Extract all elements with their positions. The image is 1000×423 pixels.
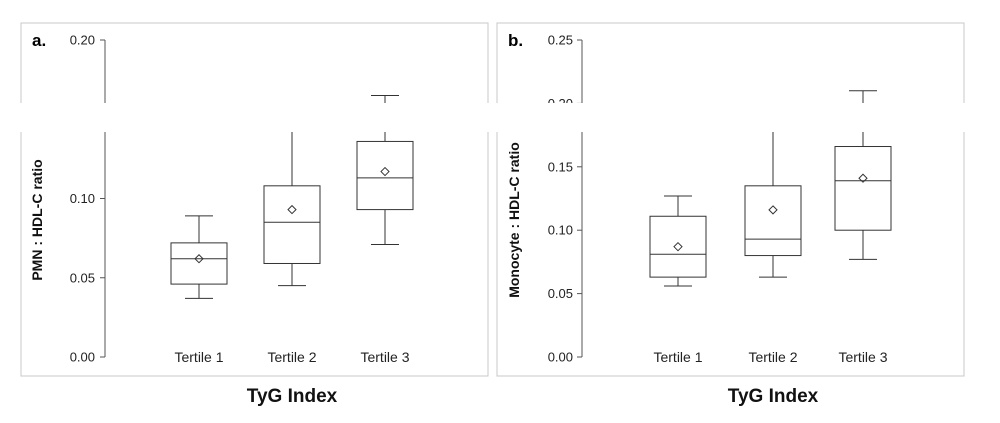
panel-a-xlabel: TyG Index <box>247 386 338 407</box>
mean-marker <box>194 254 204 264</box>
box-iqr <box>356 140 414 211</box>
mean-marker <box>287 204 297 215</box>
box-iqr <box>834 146 892 231</box>
mean-marker <box>858 173 868 183</box>
panel-b-ylabel: Monocyte : HDL-C ratio <box>506 142 522 298</box>
boxplot-3 <box>834 90 892 260</box>
y-tick-label: 0.15 <box>548 159 573 174</box>
x-category-label: Tertile 2 <box>748 349 797 365</box>
y-tick-label: 0.00 <box>70 350 95 365</box>
panel-a-frame <box>20 22 489 377</box>
boxplot-1 <box>170 215 228 299</box>
masking-band <box>0 103 1000 132</box>
x-category-label: Tertile 1 <box>653 349 702 365</box>
box-iqr <box>744 185 802 257</box>
x-category-label: Tertile 1 <box>174 349 223 365</box>
box-iqr <box>170 242 228 285</box>
y-tick-label: 0.00 <box>548 350 573 365</box>
panel-a-label: a. <box>32 31 46 50</box>
x-category-label: Tertile 2 <box>267 349 316 365</box>
panel-b-xlabel: TyG Index <box>728 386 819 407</box>
x-category-label: Tertile 3 <box>838 349 887 365</box>
panel-a-ylabel: PMN : HDL-C ratio <box>29 159 45 280</box>
panel-b-frame <box>496 22 965 377</box>
y-tick-label: 0.05 <box>70 270 95 285</box>
x-category-label: Tertile 3 <box>360 349 409 365</box>
box-iqr <box>649 215 707 278</box>
y-tick-label: 0.10 <box>548 223 573 238</box>
y-tick-label: 0.05 <box>548 286 573 301</box>
boxplot-2 <box>263 125 321 287</box>
mean-marker <box>768 205 778 215</box>
mean-marker <box>380 166 390 177</box>
panel-a-plot: 0.00 0.05 0.10 0.20 Tertile 1 Tertile 2 Tertil… <box>70 33 414 365</box>
y-tick-label: 0.20 <box>70 33 95 48</box>
box-iqr <box>263 185 321 264</box>
boxplot-2 <box>744 128 802 278</box>
mean-marker <box>673 241 683 252</box>
boxplot-1 <box>649 195 707 287</box>
panel-b-label: b. <box>508 31 523 50</box>
y-tick-label: 0.10 <box>70 191 95 206</box>
y-tick-label: 0.25 <box>548 33 573 48</box>
